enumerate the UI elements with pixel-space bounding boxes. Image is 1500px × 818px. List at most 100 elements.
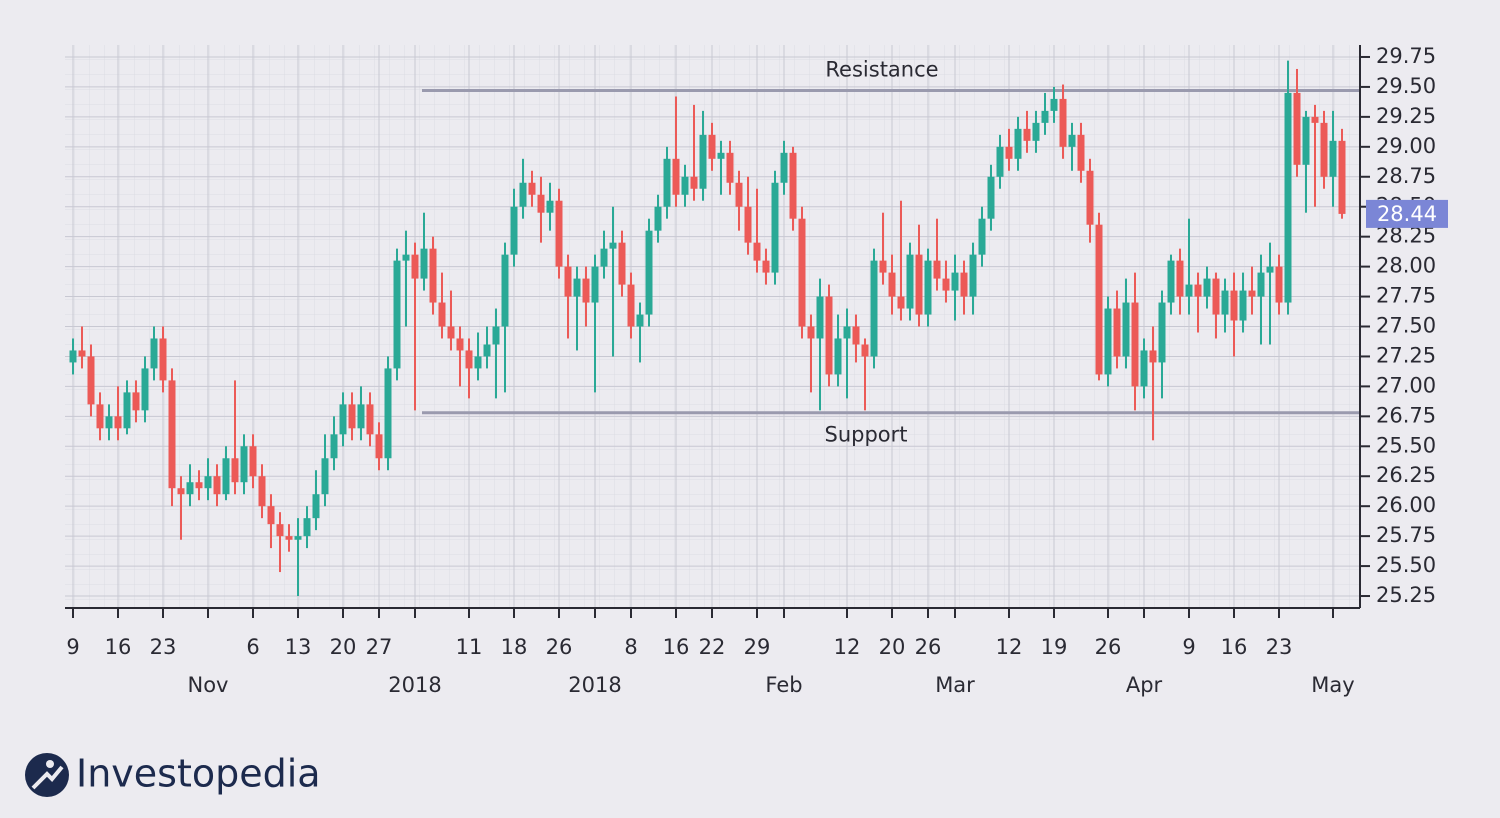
candle-body	[204, 476, 212, 489]
candle-body	[330, 434, 338, 459]
candle-body	[906, 254, 914, 309]
candle-body	[177, 488, 185, 495]
candle-body	[420, 248, 428, 279]
x-tick-label: 26	[915, 635, 942, 659]
month-label: Feb	[765, 673, 802, 697]
candle-body	[1185, 284, 1193, 297]
candle-body	[960, 272, 968, 297]
x-tick-label: 27	[366, 635, 393, 659]
candle-body	[339, 404, 347, 435]
candle-body	[1230, 290, 1238, 321]
candle-body	[1149, 350, 1157, 363]
candle-body	[708, 134, 716, 159]
logo-icon-line	[31, 765, 64, 790]
candle-body	[852, 326, 860, 345]
logo-text: Investopedia	[76, 752, 321, 796]
logo: Investopedia	[25, 752, 321, 797]
candle-body	[582, 278, 590, 303]
x-tick-label: 26	[1095, 635, 1122, 659]
candle-body	[1041, 110, 1049, 123]
x-tick-label: 20	[879, 635, 906, 659]
candle-body	[1257, 272, 1265, 297]
candle-body	[267, 506, 275, 525]
candle-body	[141, 368, 149, 411]
candle-body	[825, 296, 833, 375]
candle-body	[456, 338, 464, 351]
candle-body	[879, 260, 887, 273]
candle-body	[1212, 278, 1220, 315]
candle-body	[888, 272, 896, 297]
candle-body	[510, 206, 518, 255]
candle-body	[546, 200, 554, 213]
x-tick-label: 23	[150, 635, 177, 659]
candle-body	[1266, 266, 1274, 273]
candle-body	[222, 458, 230, 495]
candle-body	[357, 404, 365, 429]
candle-body	[231, 458, 239, 483]
candle-body	[1329, 140, 1337, 177]
candle-body	[276, 524, 284, 537]
candle-body	[321, 458, 329, 495]
candle-body	[789, 152, 797, 219]
candle-body	[717, 152, 725, 159]
candle-body	[663, 158, 671, 207]
candle-body	[195, 482, 203, 489]
x-tick-label: 6	[246, 635, 259, 659]
x-tick-label: 9	[1182, 635, 1195, 659]
month-label: Mar	[935, 673, 975, 697]
candle-body	[636, 314, 644, 327]
candle-body	[609, 242, 617, 249]
candle-body	[1293, 92, 1301, 165]
candle-body	[366, 404, 374, 435]
grid: Resistance Support	[65, 45, 1360, 608]
x-tick-label: 23	[1266, 635, 1293, 659]
y-tick-label: 27.25	[1376, 343, 1436, 367]
candle-body	[96, 404, 104, 429]
candle-body	[384, 368, 392, 459]
candle-body	[519, 182, 527, 207]
candle-body	[1032, 122, 1040, 141]
y-tick-label: 25.25	[1376, 583, 1436, 607]
month-label: May	[1311, 673, 1354, 697]
candle-body	[1176, 260, 1184, 297]
y-tick-label: 25.50	[1376, 433, 1436, 457]
candle-body	[780, 152, 788, 183]
candle-body	[537, 194, 545, 213]
x-tick-label: 8	[624, 635, 637, 659]
candle-body	[816, 296, 824, 339]
candle-body	[1275, 266, 1283, 303]
candle-body	[870, 260, 878, 357]
candle-body	[213, 476, 221, 495]
month-label: 2018	[568, 673, 621, 697]
candle-body	[492, 326, 500, 345]
candle-body	[132, 392, 140, 411]
candle-body	[1158, 302, 1166, 363]
candle-body	[69, 350, 77, 363]
candle-body	[1059, 98, 1067, 147]
candle-body	[168, 380, 176, 489]
candle-body	[1311, 116, 1319, 123]
candle-body	[1320, 122, 1328, 177]
candle-body	[1005, 146, 1013, 159]
candle-body	[186, 482, 194, 495]
y-tick-label: 28.75	[1376, 164, 1436, 188]
candle-body	[1095, 224, 1103, 375]
candle-body	[528, 182, 536, 195]
candle-body	[375, 434, 383, 459]
candle-body	[447, 326, 455, 339]
candle-body	[1068, 134, 1076, 147]
candle-body	[654, 206, 662, 231]
y-tick-label: 26.25	[1376, 463, 1436, 487]
candle-body	[591, 266, 599, 303]
x-tick-label: 16	[1221, 635, 1248, 659]
candle-body	[681, 176, 689, 195]
candle-body	[834, 338, 842, 375]
candle-body	[924, 260, 932, 315]
candle-body	[438, 302, 446, 327]
y-tick-label: 27.75	[1376, 284, 1436, 308]
x-tick-label: 29	[744, 635, 771, 659]
candle-body	[159, 338, 167, 381]
x-tick-label: 12	[834, 635, 861, 659]
candle-body	[78, 350, 86, 357]
